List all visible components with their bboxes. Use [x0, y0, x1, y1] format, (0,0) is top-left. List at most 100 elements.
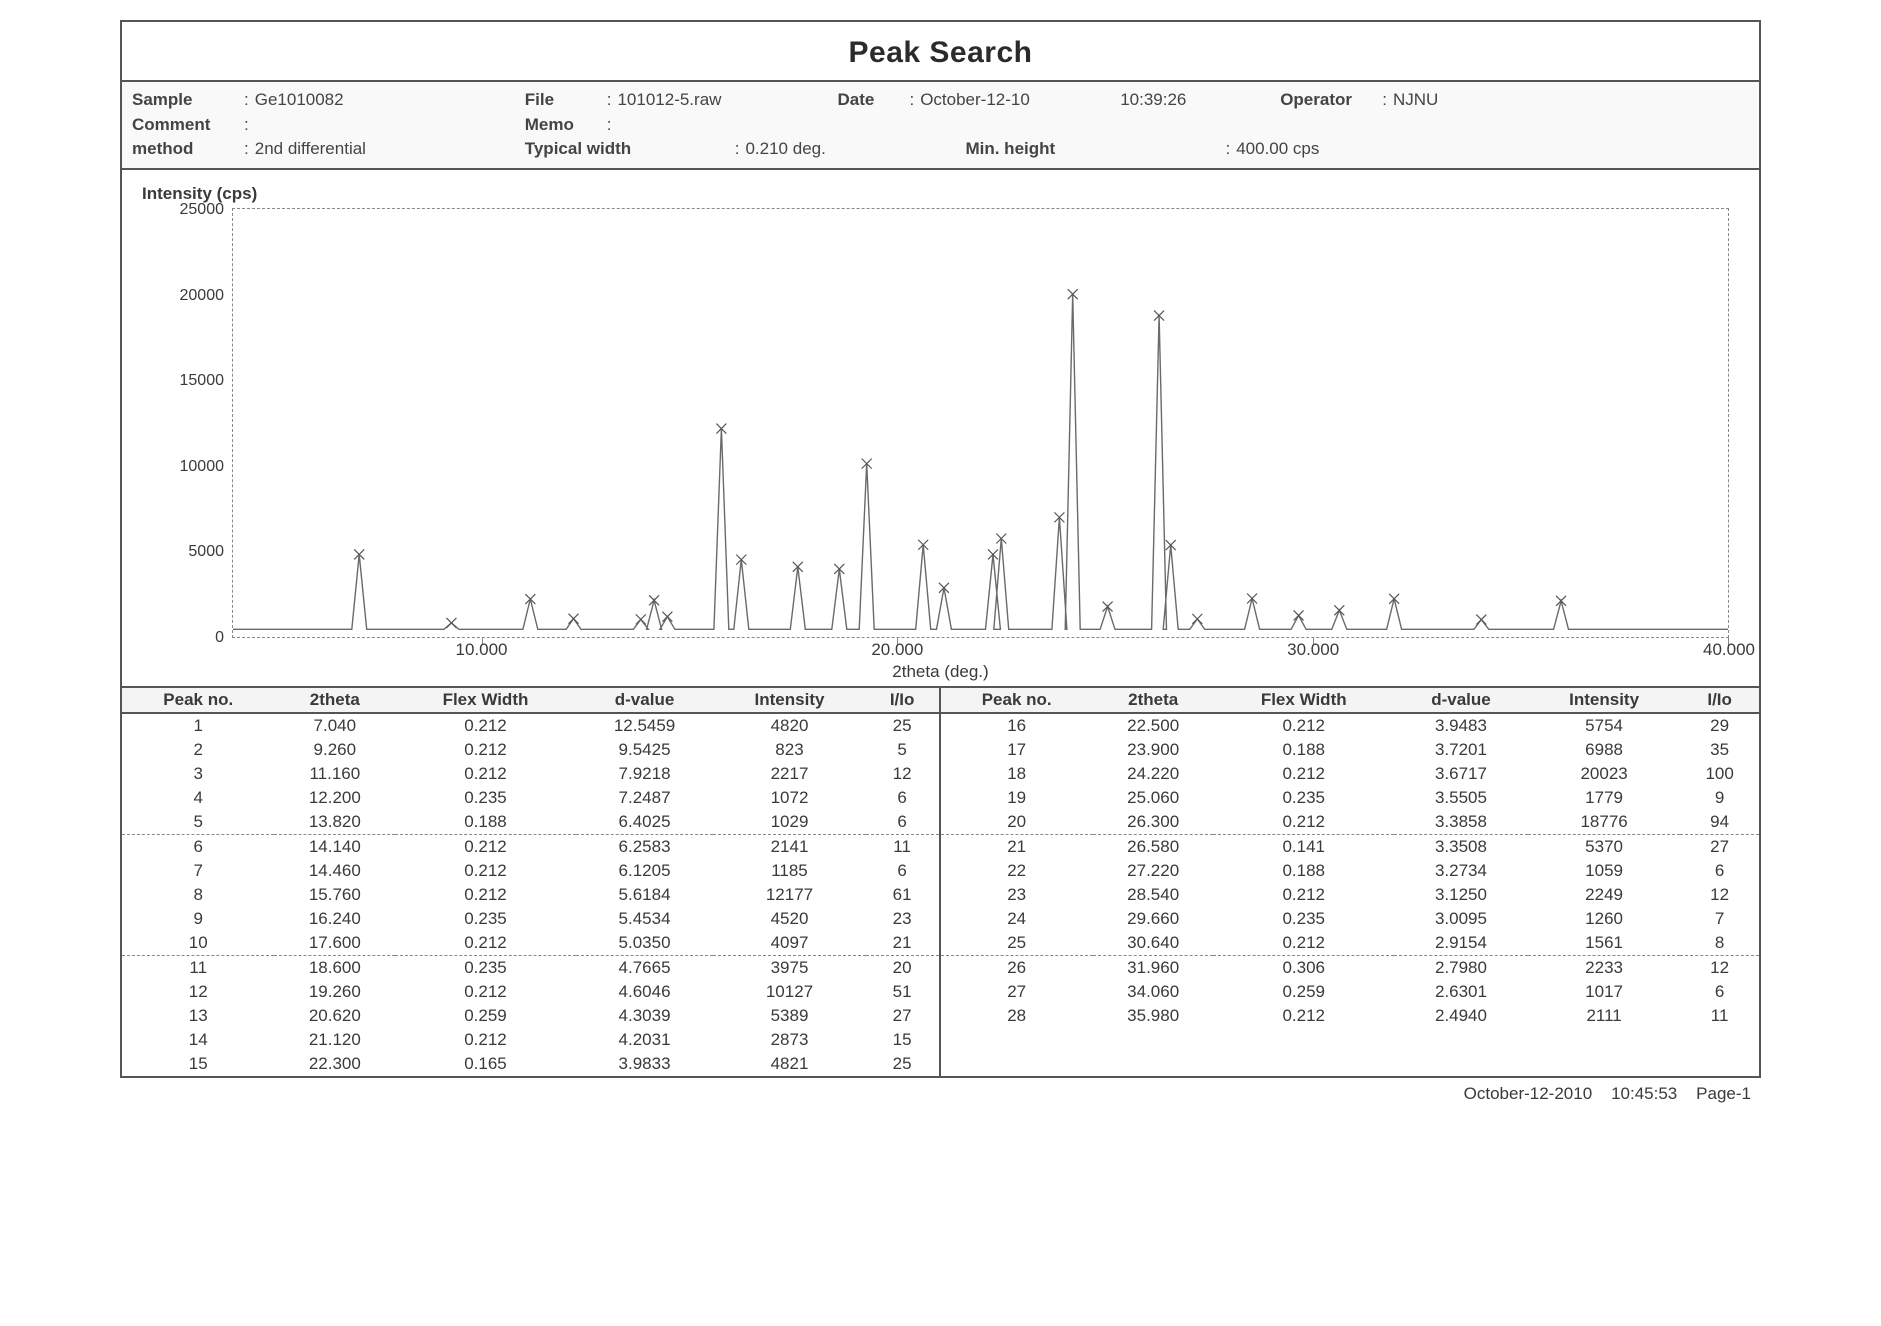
table-cell: 2249	[1528, 883, 1680, 907]
table-cell: 19	[941, 786, 1093, 810]
table-cell: 0.235	[395, 955, 576, 980]
table-row: 2227.2200.1883.273410596	[941, 859, 1760, 883]
metadata-block: Sample : Ge1010082 File : 101012-5.raw D…	[122, 82, 1759, 170]
table-row: 29.2600.2129.54258235	[122, 738, 940, 762]
y-tick-label: 15000	[180, 372, 225, 390]
table-cell: 3.9483	[1394, 713, 1528, 738]
table-cell: 0.212	[395, 762, 576, 786]
sample-label: Sample	[132, 88, 242, 113]
typical-width-label: Typical width	[525, 137, 675, 162]
title-row: Peak Search	[122, 22, 1759, 82]
table-cell: 4821	[713, 1052, 865, 1076]
table-cell: 17	[941, 738, 1093, 762]
table-cell: 11	[866, 834, 940, 859]
peak-marker-icon	[649, 595, 659, 605]
footer-page: Page-1	[1696, 1084, 1751, 1103]
peak-marker-icon	[569, 614, 579, 624]
table-cell: 0.212	[395, 1028, 576, 1052]
table-cell: 3.7201	[1394, 738, 1528, 762]
table-cell: 6	[122, 834, 274, 859]
comment-label: Comment	[132, 113, 242, 138]
peak-marker-icon	[1294, 610, 1304, 620]
table-cell: 4.2031	[576, 1028, 713, 1052]
col-2theta: 2theta	[274, 688, 395, 713]
min-height-value: 400.00 cps	[1236, 137, 1319, 162]
table-cell: 23.900	[1093, 738, 1214, 762]
col-d-value: d-value	[1394, 688, 1528, 713]
chart-region: Intensity (cps) 050001000015000200002500…	[122, 170, 1759, 686]
table-cell: 31.960	[1093, 955, 1214, 980]
y-tick-label: 25000	[180, 201, 225, 219]
table-cell: 12	[122, 980, 274, 1004]
col-d-value: d-value	[576, 688, 713, 713]
table-cell: 11	[1680, 1004, 1759, 1028]
table-cell: 17.600	[274, 931, 395, 956]
y-tick-label: 10000	[180, 458, 225, 476]
y-axis-ticks: 0500010000150002000025000	[142, 208, 230, 638]
table-row: 2631.9600.3062.7980223312	[941, 955, 1760, 980]
col-intensity: Intensity	[713, 688, 865, 713]
table-cell: 9.260	[274, 738, 395, 762]
table-cell: 22.300	[274, 1052, 395, 1076]
table-cell: 23	[866, 907, 940, 931]
table-cell: 0.235	[1213, 786, 1394, 810]
table-cell: 3.5505	[1394, 786, 1528, 810]
table-cell: 22.500	[1093, 713, 1214, 738]
table-cell: 4520	[713, 907, 865, 931]
table-cell: 1017	[1528, 980, 1680, 1004]
table-cell: 25	[941, 931, 1093, 956]
table-cell: 823	[713, 738, 865, 762]
table-cell: 16.240	[274, 907, 395, 931]
table-cell: 0.212	[395, 931, 576, 956]
table-cell: 18.600	[274, 955, 395, 980]
table-cell: 2.9154	[1394, 931, 1528, 956]
table-cell: 3.6717	[1394, 762, 1528, 786]
table-cell: 2111	[1528, 1004, 1680, 1028]
table-cell: 6	[1680, 980, 1759, 1004]
table-row: 916.2400.2355.4534452023	[122, 907, 940, 931]
table-cell: 11	[122, 955, 274, 980]
table-cell: 6.2583	[576, 834, 713, 859]
table-cell: 15	[122, 1052, 274, 1076]
table-cell: 0.235	[395, 907, 576, 931]
table-cell: 6	[866, 786, 940, 810]
col-intensity: Intensity	[1528, 688, 1680, 713]
table-row: 2026.3000.2123.38581877694	[941, 810, 1760, 835]
table-cell: 28	[941, 1004, 1093, 1028]
table-cell: 0.235	[1213, 907, 1394, 931]
table-row: 2835.9800.2122.4940211111	[941, 1004, 1760, 1028]
table-cell: 4	[122, 786, 274, 810]
plot-area	[232, 208, 1729, 638]
y-tick-label: 0	[215, 629, 224, 647]
table-row: 412.2000.2357.248710726	[122, 786, 940, 810]
table-row: 1723.9000.1883.7201698835	[941, 738, 1760, 762]
table-cell: 5.6184	[576, 883, 713, 907]
table-cell: 8	[1680, 931, 1759, 956]
table-cell: 24.220	[1093, 762, 1214, 786]
typical-width-value: 0.210 deg.	[745, 137, 925, 162]
table-cell: 0.188	[1213, 859, 1394, 883]
table-row: 1622.5000.2123.9483575429	[941, 713, 1760, 738]
table-cell: 0.188	[1213, 738, 1394, 762]
table-cell: 4.7665	[576, 955, 713, 980]
peak-marker-icon	[525, 594, 535, 604]
table-cell: 25	[866, 1052, 940, 1076]
y-axis-title: Intensity (cps)	[142, 184, 1739, 204]
page-frame: Peak Search Sample : Ge1010082 File : 10…	[120, 20, 1761, 1078]
table-cell: 6.1205	[576, 859, 713, 883]
table-cell: 7	[122, 859, 274, 883]
peak-marker-icon	[1192, 614, 1202, 624]
table-cell: 0.212	[1213, 762, 1394, 786]
table-cell: 1779	[1528, 786, 1680, 810]
table-cell: 0.259	[395, 1004, 576, 1028]
table-row: 1421.1200.2124.2031287315	[122, 1028, 940, 1052]
table-cell: 0.306	[1213, 955, 1394, 980]
table-cell: 14.460	[274, 859, 395, 883]
col-flex-width: Flex Width	[1213, 688, 1394, 713]
file-value: 101012-5.raw	[617, 88, 797, 113]
peak-marker-icon	[1556, 596, 1566, 606]
table-cell: 21	[866, 931, 940, 956]
table-cell: 5.4534	[576, 907, 713, 931]
table-row: 1017.6000.2125.0350409721	[122, 931, 940, 956]
table-cell: 2873	[713, 1028, 865, 1052]
